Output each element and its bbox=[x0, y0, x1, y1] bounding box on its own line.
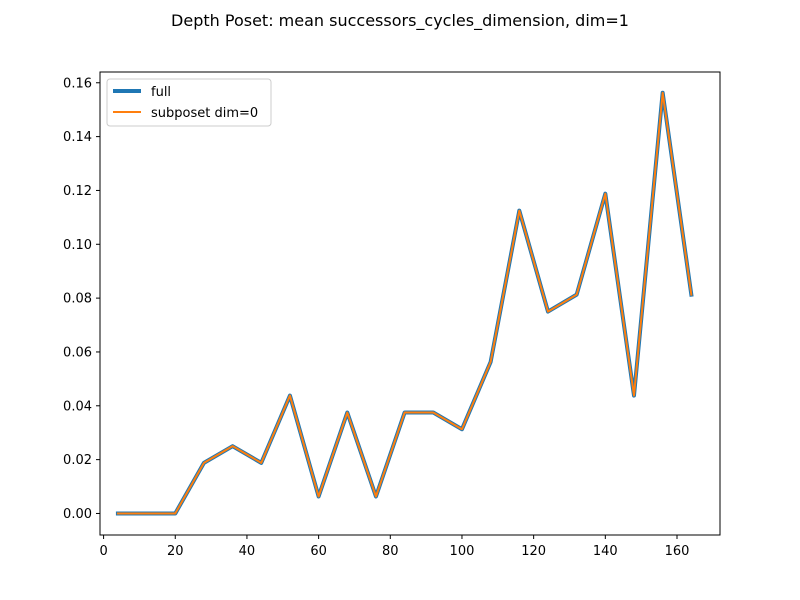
x-tick-label: 0 bbox=[99, 544, 107, 559]
axes-layer: 0 20 40 60 80 100 120 140 160 0.00 0.02 0.04 0.06 0.0… bbox=[63, 71, 721, 559]
y-tick-label: 0.04 bbox=[63, 399, 92, 414]
y-tick-label: 0.02 bbox=[63, 453, 92, 468]
legend-label-0: full bbox=[151, 85, 171, 100]
x-tick-label: 60 bbox=[310, 544, 327, 559]
x-tick-label: 160 bbox=[665, 544, 690, 559]
y-tick-label: 0.00 bbox=[63, 507, 92, 522]
y-tick-label: 0.16 bbox=[63, 76, 92, 91]
y-tick-label: 0.08 bbox=[63, 292, 92, 307]
y-tick-label: 0.10 bbox=[63, 238, 92, 253]
x-tick-label: 140 bbox=[593, 544, 618, 559]
legend: full subposet dim=0 bbox=[106, 78, 272, 127]
plot-background bbox=[100, 72, 720, 535]
x-tick-label: 100 bbox=[450, 544, 475, 559]
series-line-1 bbox=[116, 91, 693, 515]
y-tick-label: 0.06 bbox=[63, 345, 92, 360]
series-layer bbox=[115, 90, 694, 516]
axes-frame bbox=[99, 71, 721, 536]
plot-area bbox=[100, 72, 720, 535]
legend-box bbox=[106, 78, 272, 127]
chart-title: Depth Poset: mean successors_cycles_dime… bbox=[171, 11, 629, 31]
legend-label-1: subposet dim=0 bbox=[151, 106, 258, 121]
x-tick-label: 20 bbox=[167, 544, 184, 559]
y-tick-label: 0.12 bbox=[63, 184, 92, 199]
x-tick-label: 40 bbox=[239, 544, 256, 559]
y-tick-label: 0.14 bbox=[63, 130, 92, 145]
x-tick-label: 80 bbox=[382, 544, 399, 559]
x-tick-label: 120 bbox=[521, 544, 546, 559]
